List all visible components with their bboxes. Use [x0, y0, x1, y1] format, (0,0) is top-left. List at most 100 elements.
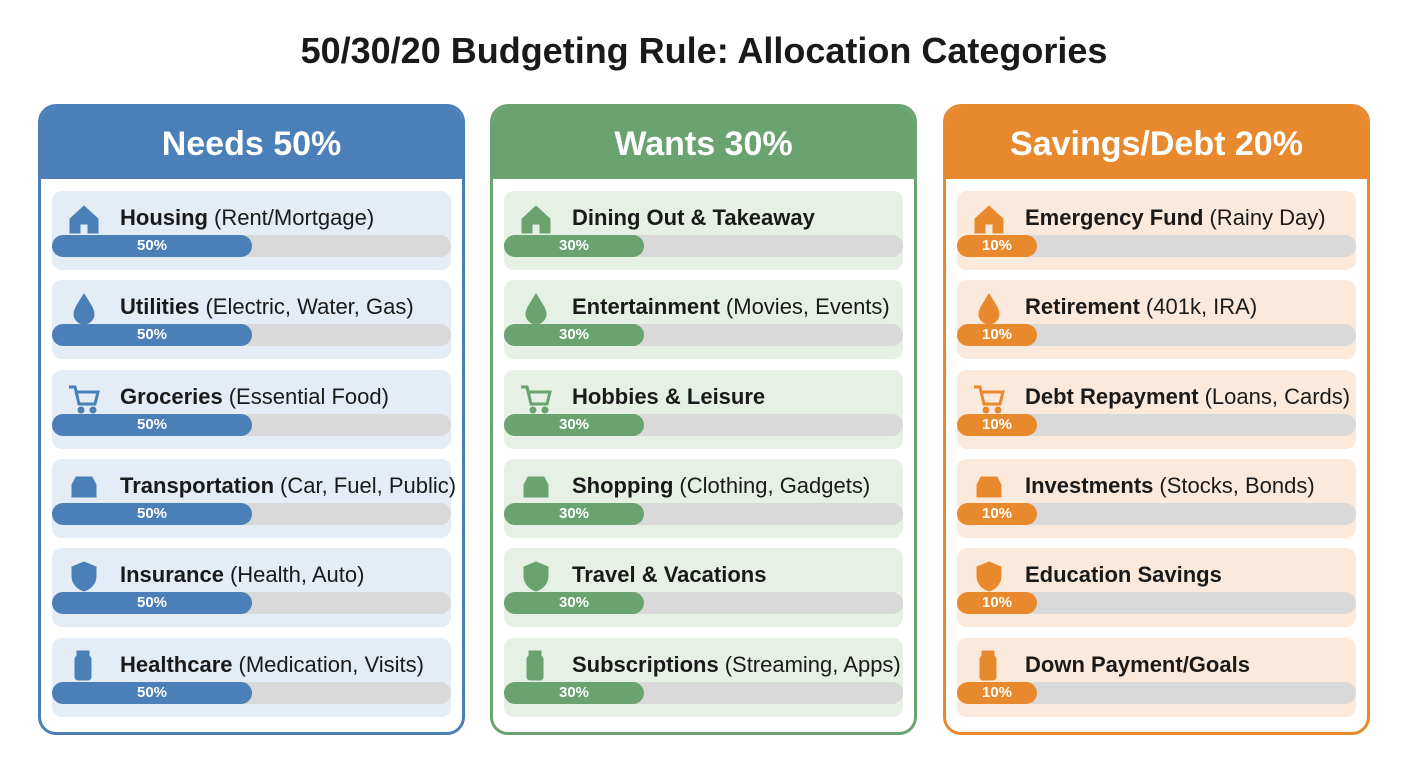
item-name: Travel & Vacations — [572, 562, 767, 588]
share-track: 50% — [52, 413, 451, 436]
share-bar: 50% — [52, 502, 252, 525]
item-card: Insurance (Health, Auto) 50% — [52, 548, 451, 628]
share-bar: 50% — [52, 681, 252, 704]
item-label: Subscriptions (Streaming, Apps) — [572, 652, 901, 678]
share-bar: 30% — [504, 235, 644, 257]
item-label: Retirement (401k, IRA) — [1025, 294, 1257, 320]
item-name: Housing — [120, 205, 208, 230]
item-icon — [71, 561, 97, 592]
share-track: 50% — [52, 592, 451, 615]
item-label: Travel & Vacations — [572, 562, 766, 588]
item-icon — [521, 205, 551, 234]
share-bar: 10% — [957, 235, 1037, 257]
item-label: Transportation (Car, Fuel, Public) — [120, 473, 456, 499]
item-label: Housing (Rent/Mortgage) — [120, 205, 374, 231]
share-bar: 10% — [957, 413, 1037, 436]
column-header: Savings/Debt 20% — [946, 107, 1367, 179]
item-detail: (Loans, Cards) — [1204, 383, 1351, 409]
item-label: Education Savings — [1025, 562, 1222, 588]
share-track: 30% — [504, 502, 903, 525]
item-label: Investments (Stocks, Bonds) — [1025, 473, 1315, 499]
item-detail: (Stocks, Bonds) — [1159, 472, 1315, 498]
item-card: Emergency Fund (Rainy Day) 10% — [957, 191, 1356, 270]
share-bar: 10% — [957, 324, 1037, 347]
item-icon — [976, 561, 1002, 592]
column-header: Needs 50% — [41, 107, 462, 179]
item-label: Insurance (Health, Auto) — [120, 562, 364, 588]
item-name: Entertainment — [572, 294, 720, 320]
item-detail: (Medication, Visits) — [238, 651, 424, 677]
share-bar: 10% — [957, 592, 1037, 615]
item-icon — [978, 293, 1000, 325]
column: Needs 50% Housing (Rent/Mortgage) 50% Utilit… — [38, 104, 465, 735]
share-track: 30% — [504, 324, 903, 347]
item-icon — [979, 650, 997, 680]
share-track: 30% — [504, 681, 903, 704]
share-bar: 30% — [504, 324, 644, 347]
item-detail: (Movies, Events) — [725, 294, 890, 320]
share-track: 30% — [504, 413, 903, 436]
item-icon — [71, 476, 97, 498]
item-name: Insurance — [120, 562, 224, 588]
item-name: Subscriptions — [572, 651, 719, 677]
share-bar: 30% — [504, 502, 644, 525]
item-card: Groceries (Essential Food) 50% — [52, 369, 451, 449]
item-icon — [976, 476, 1002, 498]
item-card: Down Payment/Goals 10% — [957, 637, 1356, 717]
item-detail: (Essential Food) — [228, 383, 389, 409]
item-icon — [523, 476, 549, 498]
share-track: 10% — [957, 235, 1356, 257]
share-track: 10% — [957, 681, 1356, 704]
item-card: Transportation (Car, Fuel, Public) 50% — [52, 458, 456, 538]
item-name: Shopping — [572, 472, 674, 498]
item-card: Education Savings 10% — [957, 548, 1356, 628]
share-track: 50% — [52, 235, 451, 257]
share-bar: 50% — [52, 235, 252, 257]
page-title: 50/30/20 Budgeting Rule: Allocation Cate… — [300, 30, 1108, 71]
item-icon — [523, 561, 549, 592]
item-label: Debt Repayment (Loans, Cards) — [1025, 384, 1350, 410]
share-bar: 50% — [52, 592, 252, 615]
item-name: Retirement — [1025, 294, 1140, 320]
share-bar: 30% — [504, 681, 644, 704]
item-label: Entertainment (Movies, Events) — [572, 294, 890, 320]
column: Wants 30% Dining Out & Takeaway 30% Enterta… — [490, 104, 917, 735]
share-bar: 50% — [52, 324, 252, 347]
item-label: Utilities (Electric, Water, Gas) — [120, 294, 414, 320]
item-card: Hobbies & Leisure 30% — [504, 369, 903, 449]
share-track: 50% — [52, 681, 451, 704]
share-bar: 30% — [504, 592, 644, 615]
item-name: Transportation — [120, 472, 275, 498]
item-label: Emergency Fund (Rainy Day) — [1025, 205, 1326, 231]
share-track: 10% — [957, 502, 1356, 525]
item-icon — [69, 385, 100, 414]
item-detail: (Car, Fuel, Public) — [280, 472, 457, 498]
item-name: Debt Repayment — [1025, 383, 1199, 409]
item-detail: (Clothing, Gadgets) — [679, 472, 871, 498]
share-track: 10% — [957, 413, 1356, 436]
item-name: Utilities — [120, 294, 200, 320]
item-icon — [74, 650, 92, 680]
share-bar: 10% — [957, 502, 1037, 525]
share-bar: 10% — [957, 681, 1037, 704]
item-name: Down Payment/Goals — [1025, 651, 1250, 677]
item-label: Dining Out & Takeaway — [572, 205, 815, 231]
item-name: Hobbies & Leisure — [572, 383, 766, 409]
share-track: 30% — [504, 235, 903, 257]
item-card: Retirement (401k, IRA) 10% — [957, 280, 1356, 360]
share-track: 10% — [957, 592, 1356, 615]
item-name: Emergency Fund — [1025, 205, 1204, 230]
item-card: Housing (Rent/Mortgage) 50% — [52, 191, 451, 270]
item-label: Groceries (Essential Food) — [120, 384, 389, 410]
item-card: Shopping (Clothing, Gadgets) 30% — [504, 458, 903, 538]
item-card: Healthcare (Medication, Visits) 50% — [52, 637, 451, 717]
item-card: Investments (Stocks, Bonds) 10% — [957, 458, 1356, 538]
share-bar: 50% — [52, 413, 252, 436]
item-detail: (Rainy Day) — [1209, 205, 1326, 230]
share-track: 30% — [504, 592, 903, 615]
item-detail: (Electric, Water, Gas) — [205, 294, 414, 320]
item-icon — [525, 293, 547, 325]
item-detail: (Health, Auto) — [229, 562, 365, 588]
